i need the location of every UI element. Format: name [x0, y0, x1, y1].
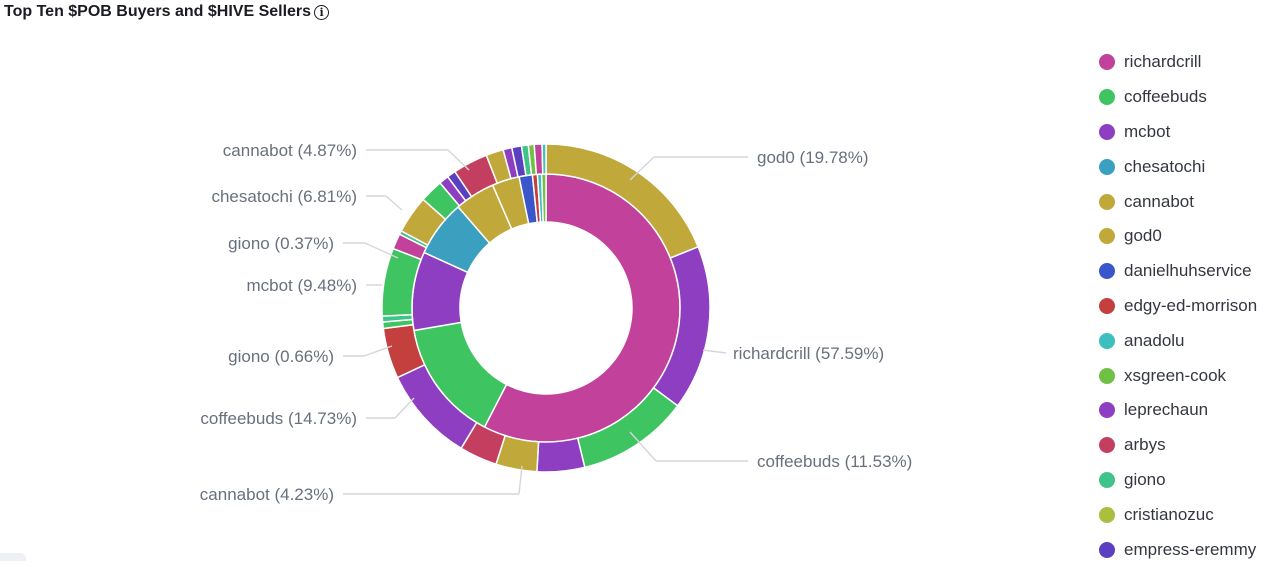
leader-line: [518, 465, 523, 495]
slice-label: giono (0.66%): [228, 347, 334, 366]
slice-label-group: giono (0.66%): [228, 345, 393, 366]
legend-item-edgy-ed-morrison[interactable]: edgy-ed-morrison: [1096, 289, 1280, 324]
slice-label-group: cannabot (4.87%): [223, 141, 470, 171]
legend-label: empress-eremmy: [1124, 539, 1257, 559]
legend-label: xsgreen-cook: [1124, 365, 1227, 385]
leader-line: [394, 397, 415, 419]
slice-label-group: giono (0.37%): [228, 234, 399, 259]
leader-line: [447, 149, 470, 171]
slice-label: chesatochi (6.81%): [211, 187, 357, 206]
outer-slice-mcbot[interactable]: [536, 437, 586, 473]
legend-label: cannabot: [1124, 191, 1194, 211]
legend-item-giono[interactable]: giono: [1096, 463, 1280, 498]
legend-swatch: [1099, 263, 1115, 280]
legend-label: leprechaun: [1124, 400, 1209, 420]
legend-swatch: [1099, 193, 1115, 210]
legend-item-empress-eremmy[interactable]: empress-eremmy: [1096, 532, 1280, 567]
slice-label-group: coffeebuds (14.73%): [200, 397, 415, 428]
legend-label: cristianozuc: [1124, 504, 1214, 524]
legend-label: edgy-ed-morrison: [1124, 295, 1258, 315]
legend-swatch: [1099, 297, 1115, 314]
slice-label-group: richardcrill (57.59%): [702, 344, 884, 363]
legend-item-coffeebuds[interactable]: coffeebuds: [1096, 80, 1280, 115]
inner-slice-xsgreen-cook[interactable]: [540, 173, 547, 223]
info-icon[interactable]: i: [314, 4, 330, 20]
legend-item-arbys[interactable]: arbys: [1096, 428, 1280, 463]
slice-label: cannabot (4.23%): [200, 485, 334, 504]
legend-swatch: [1099, 367, 1115, 384]
slice-label-group: god0 (19.78%): [629, 148, 869, 181]
legend-item-cannabot[interactable]: cannabot: [1096, 184, 1280, 219]
legend-item-richardcrill[interactable]: richardcrill: [1096, 45, 1280, 80]
legend-label: mcbot: [1124, 121, 1171, 141]
legend-label: chesatochi: [1124, 156, 1206, 176]
legend-label: coffeebuds: [1124, 87, 1207, 107]
legend-item-danielhuhservice[interactable]: danielhuhservice: [1096, 254, 1280, 289]
slice-label: coffeebuds (14.73%): [200, 409, 357, 428]
slice-label-group: mcbot (9.48%): [246, 276, 382, 295]
slice-label-group: coffeebuds (11.53%): [629, 431, 912, 471]
legend-swatch: [1099, 402, 1115, 419]
legend-label: richardcrill: [1124, 52, 1202, 72]
leader-line: [364, 242, 399, 259]
leader-line: [363, 345, 393, 357]
legend-item-cristianozuc[interactable]: cristianozuc: [1096, 497, 1280, 532]
donut-chart: god0 (19.78%) richardcrill (57.59%) coffee…: [200, 141, 913, 504]
legend-swatch: [1099, 471, 1115, 488]
legend-swatch: [1099, 158, 1115, 175]
legend-item-anadolu[interactable]: anadolu: [1096, 323, 1280, 358]
chart-legend: richardcrill coffeebuds mcbot chesatochi can…: [1096, 45, 1280, 567]
chart-title-text: Top Ten $POB Buyers and $HIVE Sellers: [4, 3, 312, 20]
legend-item-leprechaun[interactable]: leprechaun: [1096, 393, 1280, 428]
legend-label: arbys: [1124, 435, 1166, 455]
legend-item-mcbot[interactable]: mcbot: [1096, 115, 1280, 150]
chart-title: Top Ten $POB Buyers and $HIVE Sellers i: [4, 3, 330, 21]
slice-label: god0 (19.78%): [757, 148, 869, 167]
leader-line: [385, 195, 403, 211]
legend-swatch: [1099, 332, 1115, 349]
legend-swatch: [1099, 541, 1115, 558]
leader-line: [629, 431, 657, 462]
legend-item-god0[interactable]: god0: [1096, 219, 1280, 254]
legend-label: danielhuhservice: [1124, 261, 1252, 281]
legend-label: anadolu: [1124, 330, 1185, 350]
slice-label-group: chesatochi (6.81%): [211, 187, 403, 211]
slice-label: giono (0.37%): [228, 234, 334, 253]
legend-swatch: [1099, 506, 1115, 523]
leader-line: [702, 349, 727, 354]
slice-label: mcbot (9.48%): [246, 276, 357, 295]
slice-label-group: cannabot (4.23%): [200, 465, 523, 504]
legend-item-xsgreen-cook[interactable]: xsgreen-cook: [1096, 358, 1280, 393]
legend-item-chesatochi[interactable]: chesatochi: [1096, 149, 1280, 184]
leader-line: [629, 156, 655, 181]
legend-swatch: [1099, 89, 1115, 106]
legend-swatch: [1099, 54, 1115, 71]
slice-label: richardcrill (57.59%): [733, 344, 884, 363]
legend-swatch: [1099, 437, 1115, 454]
legend-swatch: [1099, 123, 1115, 140]
corner-tab: [0, 553, 26, 561]
slice-label: coffeebuds (11.53%): [757, 452, 912, 471]
slice-label: cannabot (4.87%): [223, 141, 357, 160]
legend-swatch: [1099, 228, 1115, 245]
legend-label: giono: [1124, 469, 1166, 489]
legend-label: god0: [1124, 226, 1162, 246]
outer-slice-anadolu[interactable]: [541, 143, 547, 175]
